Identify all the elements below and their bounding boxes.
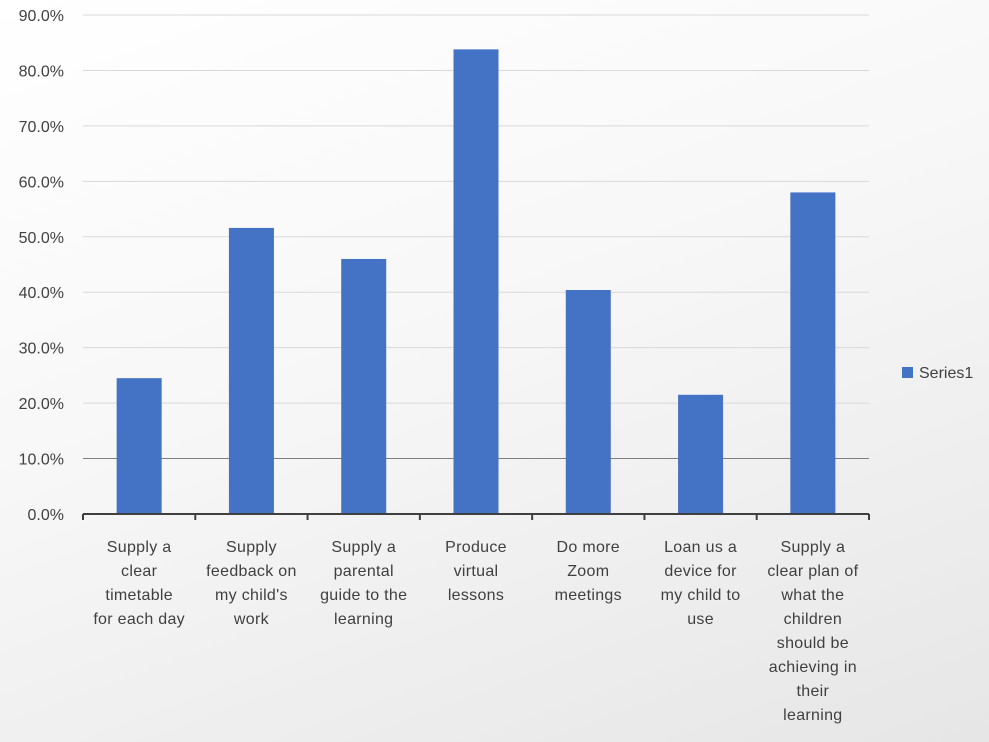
bar	[453, 49, 499, 515]
y-axis-tick-labels: 0.0% 10.0% 20.0% 30.0% 40.0% 50.0% 60.0% 70.0% 8…	[19, 8, 64, 524]
y-tick-label: 20.0%	[19, 396, 64, 413]
bar	[341, 258, 387, 514]
y-tick-label: 60.0%	[19, 174, 64, 191]
x-category-label: Loan us a device for my child to use	[661, 539, 741, 628]
legend-swatch	[902, 367, 913, 378]
y-tick-label: 0.0%	[28, 507, 64, 524]
legend: Series1	[902, 365, 973, 382]
x-axis	[82, 513, 870, 520]
y-tick-label: 40.0%	[19, 285, 64, 302]
x-category-label: Supply a clear timetable for each day	[93, 539, 185, 628]
legend-label: Series1	[919, 365, 973, 382]
bar	[565, 290, 611, 514]
bars	[116, 49, 836, 515]
bar	[228, 227, 274, 514]
y-tick-label: 10.0%	[19, 452, 64, 469]
y-tick-label: 80.0%	[19, 63, 64, 80]
x-category-label: Supply feedback on my child's work	[206, 539, 296, 628]
y-tick-label: 90.0%	[19, 8, 64, 25]
y-tick-label: 30.0%	[19, 341, 64, 358]
y-tick-label: 70.0%	[19, 119, 64, 136]
bar	[116, 378, 162, 514]
x-category-label: Produce virtual lessons	[445, 539, 507, 604]
x-category-label: Supply a clear plan of what the children sho…	[767, 539, 858, 724]
x-category-label: Supply a parental guide to the learning	[320, 539, 407, 628]
x-axis-category-labels: Supply a clear timetable for each daySupply…	[93, 539, 858, 724]
x-category-label: Do more Zoom meetings	[555, 539, 622, 604]
bar	[678, 394, 724, 514]
bar	[790, 192, 836, 514]
y-tick-label: 50.0%	[19, 230, 64, 247]
